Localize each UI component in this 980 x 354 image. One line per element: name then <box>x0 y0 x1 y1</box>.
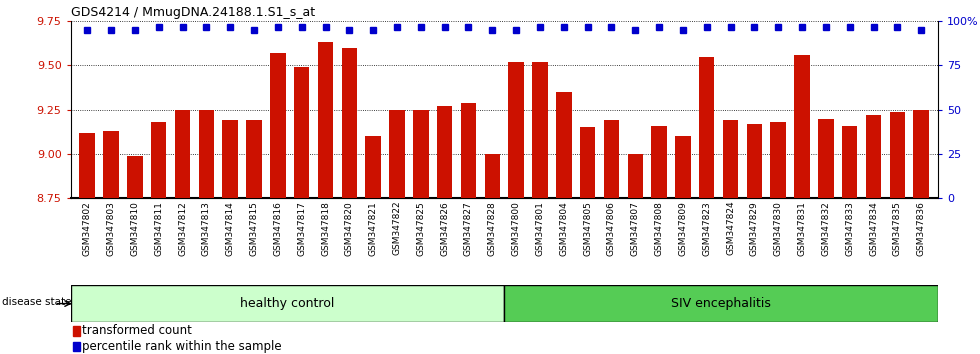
Text: GSM347831: GSM347831 <box>798 201 807 256</box>
Text: GSM347817: GSM347817 <box>297 201 306 256</box>
Bar <box>652 126 666 198</box>
Text: GSM347813: GSM347813 <box>202 201 211 256</box>
Text: disease state: disease state <box>2 297 71 307</box>
Text: GSM347821: GSM347821 <box>368 201 377 256</box>
Text: GSM347827: GSM347827 <box>464 201 473 256</box>
Bar <box>414 110 428 198</box>
Bar <box>556 92 571 198</box>
Bar <box>73 326 79 336</box>
Text: GSM347803: GSM347803 <box>107 201 116 256</box>
Text: GSM347823: GSM347823 <box>703 201 711 256</box>
Bar <box>71 285 505 322</box>
Bar <box>73 342 79 352</box>
Text: GSM347815: GSM347815 <box>250 201 259 256</box>
Bar <box>913 110 929 198</box>
Text: GSM347825: GSM347825 <box>416 201 425 256</box>
Bar <box>246 120 262 198</box>
Text: GSM347833: GSM347833 <box>845 201 855 256</box>
Text: GSM347818: GSM347818 <box>321 201 330 256</box>
Bar <box>747 124 762 198</box>
Bar <box>532 62 548 198</box>
Text: GSM347802: GSM347802 <box>82 201 92 256</box>
Bar <box>505 285 938 322</box>
Bar <box>437 106 453 198</box>
Bar <box>509 62 524 198</box>
Bar <box>795 55 809 198</box>
Bar <box>127 156 143 198</box>
Bar <box>627 154 643 198</box>
Text: GSM347832: GSM347832 <box>821 201 830 256</box>
Text: GSM347805: GSM347805 <box>583 201 592 256</box>
Text: GSM347806: GSM347806 <box>607 201 616 256</box>
Text: GSM347804: GSM347804 <box>560 201 568 256</box>
Text: GSM347808: GSM347808 <box>655 201 663 256</box>
Text: GSM347824: GSM347824 <box>726 201 735 256</box>
Bar <box>174 110 190 198</box>
Text: GDS4214 / MmugDNA.24188.1.S1_s_at: GDS4214 / MmugDNA.24188.1.S1_s_at <box>71 6 315 19</box>
Bar <box>103 131 119 198</box>
Text: GSM347814: GSM347814 <box>225 201 234 256</box>
Bar <box>270 53 285 198</box>
Bar <box>699 57 714 198</box>
Text: GSM347826: GSM347826 <box>440 201 449 256</box>
Bar <box>580 127 595 198</box>
Bar <box>366 136 381 198</box>
Text: GSM347812: GSM347812 <box>178 201 187 256</box>
Text: GSM347829: GSM347829 <box>750 201 759 256</box>
Text: healthy control: healthy control <box>240 297 334 310</box>
Bar <box>842 126 858 198</box>
Text: GSM347835: GSM347835 <box>893 201 902 256</box>
Text: GSM347809: GSM347809 <box>678 201 687 256</box>
Bar <box>604 120 619 198</box>
Bar <box>389 110 405 198</box>
Bar <box>294 67 310 198</box>
Bar <box>318 42 333 198</box>
Text: SIV encephalitis: SIV encephalitis <box>671 297 771 310</box>
Bar <box>79 133 95 198</box>
Bar <box>770 122 786 198</box>
Text: GSM347807: GSM347807 <box>631 201 640 256</box>
Text: GSM347800: GSM347800 <box>512 201 520 256</box>
Text: GSM347810: GSM347810 <box>130 201 139 256</box>
Bar <box>222 120 238 198</box>
Text: transformed count: transformed count <box>82 324 192 337</box>
Text: GSM347834: GSM347834 <box>869 201 878 256</box>
Bar <box>890 112 906 198</box>
Text: GSM347801: GSM347801 <box>535 201 545 256</box>
Text: percentile rank within the sample: percentile rank within the sample <box>82 340 282 353</box>
Bar <box>199 110 214 198</box>
Bar <box>865 115 881 198</box>
Text: GSM347822: GSM347822 <box>392 201 402 256</box>
Bar <box>484 154 500 198</box>
Bar <box>461 103 476 198</box>
Text: GSM347811: GSM347811 <box>154 201 164 256</box>
Bar <box>675 136 691 198</box>
Bar <box>818 119 834 198</box>
Text: GSM347816: GSM347816 <box>273 201 282 256</box>
Text: GSM347836: GSM347836 <box>916 201 926 256</box>
Text: GSM347830: GSM347830 <box>774 201 783 256</box>
Bar <box>723 120 738 198</box>
Text: GSM347820: GSM347820 <box>345 201 354 256</box>
Bar <box>151 122 167 198</box>
Text: GSM347828: GSM347828 <box>488 201 497 256</box>
Bar <box>342 48 357 198</box>
